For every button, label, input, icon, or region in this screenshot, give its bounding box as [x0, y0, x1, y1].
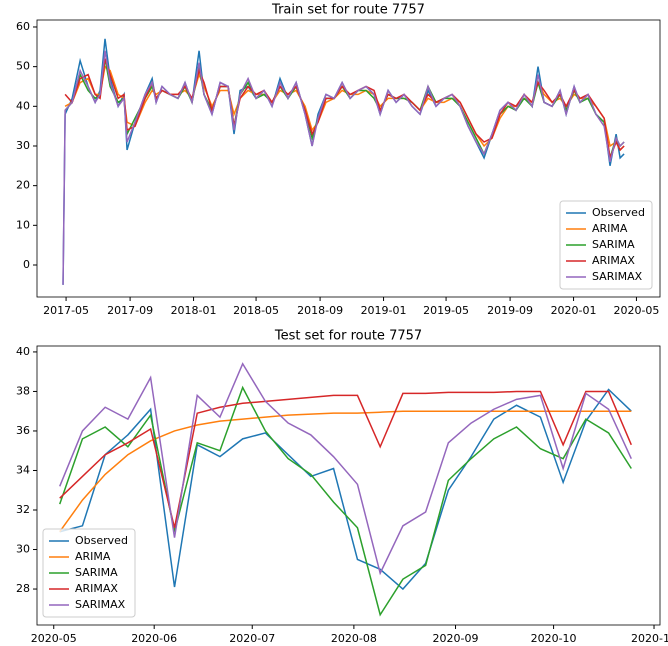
x-tick-label: 2020-10	[531, 632, 577, 645]
legend-label: SARIMAX	[75, 598, 126, 611]
y-tick-label: 40	[16, 99, 30, 112]
legend-label: ARIMAX	[592, 254, 635, 267]
series-line	[59, 362, 632, 576]
chart-title: Train set for route 7757	[271, 3, 425, 18]
x-tick-label: 2019-05	[423, 304, 469, 317]
x-tick-label: 2020-05	[613, 304, 659, 317]
y-tick-label: 38	[16, 384, 30, 397]
legend-box	[559, 200, 653, 290]
series-line	[62, 38, 625, 285]
x-tick-label: 2020-01	[551, 304, 597, 317]
y-tick-label: 30	[16, 543, 30, 556]
legend-label: ARIMAX	[75, 582, 118, 595]
y-tick-label: 10	[16, 218, 30, 231]
y-tick-label: 30	[16, 139, 30, 152]
axes-frame	[36, 345, 661, 626]
x-tick-label: 2020-07	[229, 632, 275, 645]
x-tick-label: 2018-01	[171, 304, 217, 317]
legend-label: ARIMA	[75, 550, 111, 563]
x-tick-label: 2018-05	[233, 304, 279, 317]
y-tick-label: 34	[16, 463, 30, 476]
series-line	[59, 385, 632, 617]
series-line	[64, 58, 625, 161]
x-tick-label: 2020-11	[631, 632, 668, 645]
series-line	[62, 50, 625, 285]
x-tick-label: 2020-08	[331, 632, 377, 645]
x-tick-label: 2019-09	[487, 304, 533, 317]
x-tick-label: 2020-06	[131, 632, 177, 645]
legend-box	[42, 528, 136, 618]
x-tick-label: 2018-09	[297, 304, 343, 317]
legend-label: ARIMA	[592, 222, 628, 235]
series-line	[59, 388, 632, 591]
axes-frame	[36, 19, 661, 298]
legend-label: SARIMAX	[592, 270, 643, 283]
x-tick-label: 2020-09	[433, 632, 479, 645]
plot-area	[59, 362, 632, 617]
legend-label: Observed	[592, 206, 645, 219]
chart-title: Test set for route 7757	[274, 329, 422, 344]
series-line	[59, 410, 632, 533]
legend-label: Observed	[75, 534, 128, 547]
x-tick-label: 2017-09	[107, 304, 153, 317]
x-tick-label: 2019-01	[361, 304, 407, 317]
legend-label: SARIMA	[75, 566, 118, 579]
x-tick-label: 2017-05	[43, 304, 89, 317]
y-tick-label: 50	[16, 60, 30, 73]
y-tick-label: 0	[23, 258, 30, 271]
y-tick-label: 20	[16, 179, 30, 192]
series-line	[59, 390, 632, 528]
y-tick-label: 32	[16, 503, 30, 516]
y-tick-label: 60	[16, 20, 30, 33]
y-tick-label: 28	[16, 582, 30, 595]
series-line	[64, 58, 625, 159]
y-tick-label: 40	[16, 345, 30, 358]
x-tick-label: 2020-05	[31, 632, 77, 645]
plot-area	[62, 38, 625, 285]
y-tick-label: 36	[16, 424, 30, 437]
legend-label: SARIMA	[592, 238, 635, 251]
